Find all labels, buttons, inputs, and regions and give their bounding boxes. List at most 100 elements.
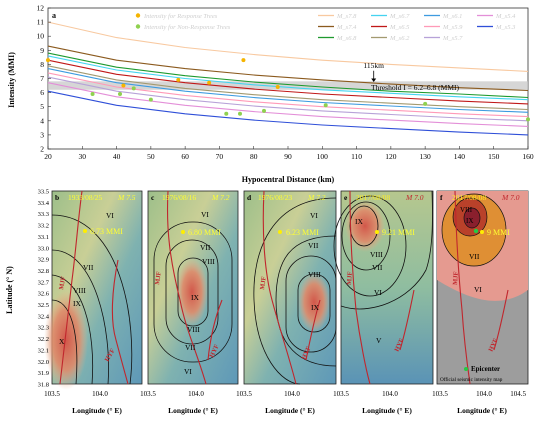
- map-panel-f: f 2017/08/08 M 7.0 9 MMI VIII IX VII VI …: [436, 190, 529, 385]
- x-tick-label: 40: [113, 152, 121, 161]
- legend-point-label: Intensity for Response Trees: [143, 13, 218, 20]
- panel-a-ylabel: Intensity (MMI): [7, 52, 16, 108]
- x-tick-label: 30: [79, 152, 87, 161]
- response-point: [46, 58, 50, 63]
- map-f-fault-hyf: [493, 289, 509, 351]
- legend-line-label: M_s7.4: [336, 24, 357, 31]
- map-e-mmi: 9.21 MMI: [382, 228, 415, 237]
- curve-m-s6-8: [47, 52, 529, 99]
- map-x-labels: Longitude (° E) Longitude (° E) Longitud…: [72, 406, 507, 415]
- panel-a-legend: Intensity for Response Trees Intensity fo…: [135, 13, 516, 42]
- x-tick-label: 60: [181, 152, 189, 161]
- map-d-xlabel: Longitude (° E): [265, 406, 315, 415]
- lat-tick-label: 32.9: [38, 257, 49, 264]
- map-b-mmi: 6.73 MMI: [90, 227, 123, 236]
- map-e-xlabel: Longitude (° E): [362, 406, 412, 415]
- legend-line-label: M_s5.7: [442, 35, 463, 42]
- map-c-zone-vi-bottom: VI: [184, 367, 192, 376]
- y-tick-label: 2: [40, 145, 44, 154]
- y-tick-label: 7: [40, 74, 44, 83]
- map-f-legend-official: Official seismic intensity map: [440, 376, 503, 383]
- map-panel-b: b 1933/08/25 M 7.5 6.73 MMI VI VII VIII …: [44, 190, 143, 390]
- map-d-label: d: [247, 193, 252, 202]
- map-b-mag: M 7.5: [117, 193, 136, 202]
- map-e-fault-mjf: [349, 190, 371, 385]
- map-c-fault-hyf: [207, 299, 223, 361]
- map-b-xlabel: Longitude (° E): [72, 406, 122, 415]
- legend-line-label: M_s5.4: [495, 13, 516, 20]
- map-e-zone-ix: IX: [355, 217, 363, 226]
- map-e-zone-viii: VIII: [370, 250, 383, 259]
- map-e-xtick-1035: 103.5: [333, 390, 349, 398]
- map-c-mag: M 7.2: [211, 193, 230, 202]
- threshold-label: Threshold I = 6.2–6.8 (MMI): [371, 83, 459, 92]
- legend-point-label: Intensity for Non-Response Trees: [143, 24, 231, 31]
- map-f-zone-ix-fill: [463, 207, 481, 229]
- y-tick-label: 10: [37, 32, 45, 41]
- legend-line-label: M_s6.7: [389, 13, 410, 20]
- map-c-fault-mjf: [166, 190, 207, 385]
- map-d-xtick-1035: 103.5: [236, 390, 252, 398]
- legend-line-label: M_s7.8: [336, 13, 357, 20]
- map-d-isoseismal-viii: [285, 255, 337, 353]
- map-d-fault-mjf-label: MJF: [259, 276, 268, 290]
- non-response-point: [262, 108, 266, 113]
- map-d-isoseismal-vi: [253, 197, 337, 385]
- curve-m-s5-9: [47, 72, 529, 118]
- curve-m-s5-3: [47, 90, 529, 136]
- lat-tick-label: 31.8: [38, 382, 49, 389]
- response-point: [176, 77, 181, 82]
- map-f-zone-viii: VIII: [460, 206, 473, 214]
- map-c-site-dot: [181, 230, 185, 234]
- legend-line-label: M_s6.8: [336, 35, 357, 42]
- map-e-isoseismal-viii: [341, 201, 391, 271]
- curve-m-s7-4: [47, 45, 529, 92]
- map-c-isoseismal-vii: [153, 221, 233, 363]
- map-d-xtick-1040: 104.0: [284, 390, 300, 398]
- x-tick-label: 120: [385, 152, 397, 161]
- map-b-isoseismal-x: [51, 299, 78, 385]
- map-f-zone-vi: VI: [474, 285, 482, 294]
- map-f-xtick-1045: 104.5: [510, 390, 526, 398]
- legend-line-label: M_s6.5: [389, 24, 410, 31]
- y-tick-label: 6: [40, 88, 44, 97]
- non-response-point: [118, 92, 122, 97]
- legend-line-label: M_s5.9: [442, 24, 463, 31]
- map-c-zone-viii-bottom: VIII: [187, 325, 200, 334]
- non-response-point: [90, 92, 95, 97]
- lat-tick-label: 32.3: [38, 325, 49, 332]
- lat-tick-label: 32.1: [38, 347, 49, 354]
- panel-a-label: a: [52, 11, 56, 20]
- map-f-fault-mjf: [454, 190, 471, 385]
- map-b-isoseismal-viii: [51, 249, 109, 385]
- y-tick-label: 3: [40, 130, 44, 139]
- lat-tick-label: 33.5: [38, 189, 49, 196]
- map-b-zone-viii: VIII: [73, 286, 86, 295]
- y-tick-label: 9: [40, 46, 44, 55]
- map-d-mmi: 6.23 MMI: [286, 228, 319, 237]
- map-panel-d: d 1976/08/23 M 7.2 6.23 MMI VI VII VIII …: [243, 190, 337, 385]
- y-tick-label: 8: [40, 60, 44, 69]
- lat-tick-label: 32.7: [38, 279, 50, 286]
- non-response-point: [423, 101, 428, 106]
- legend-line-label: M_s6.2: [389, 35, 410, 42]
- curve-m-s6-7: [47, 55, 529, 101]
- map-e-site-dot: [375, 230, 379, 234]
- map-d-fault-hyf: [305, 299, 321, 361]
- x-tick-label: 160: [522, 152, 534, 161]
- map-b-zone-vi: VI: [106, 211, 114, 220]
- x-tick-label: 80: [250, 152, 258, 161]
- map-c-zone-ix: IX: [191, 293, 199, 302]
- map-c-mmi: 6.80 MMI: [188, 228, 221, 237]
- y-tick-label: 11: [37, 18, 44, 27]
- map-f-xlabel: Longitude (° E): [457, 406, 507, 415]
- map-f-xtick-1040: 104.0: [476, 390, 492, 398]
- lat-tick-label: 33.3: [38, 211, 49, 218]
- map-c-xtick-1035: 103.5: [140, 390, 156, 398]
- distance-marker-arrow: [371, 78, 377, 83]
- map-b-zone-vii: VII: [83, 263, 94, 272]
- map-f-label: f: [440, 193, 443, 202]
- map-panel-e: e 2017/08/08 M 7.0 9.21 MMI IX VIII VII …: [333, 190, 434, 385]
- curve-m-s5-4: [47, 82, 529, 127]
- map-f-mag: M 7.0: [501, 193, 520, 202]
